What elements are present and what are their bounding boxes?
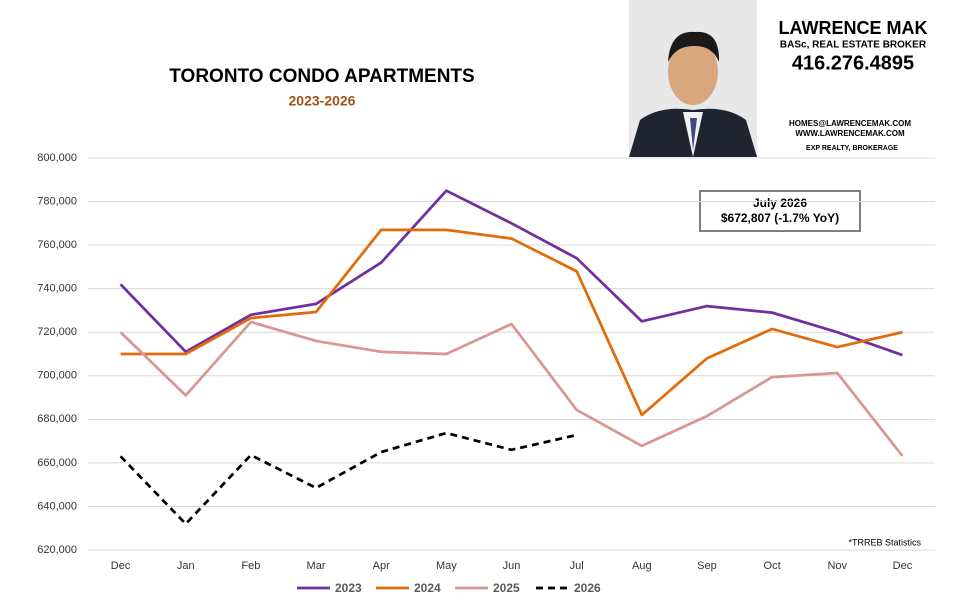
y-tick-label: 640,000	[37, 500, 77, 512]
agent-brokerage: EXP REALTY, BROKERAGE	[806, 145, 898, 152]
series-line	[119, 189, 903, 357]
header: LAWRENCE MAK BASc, REAL ESTATE BROKER 41…	[629, 0, 928, 157]
agent-credentials: BASc, REAL ESTATE BROKER	[780, 40, 927, 51]
agent-email: HOMES@LAWRENCEMAK.COM	[789, 119, 911, 128]
x-tick-label: Dec	[111, 560, 131, 572]
y-tick-label: 740,000	[37, 283, 77, 295]
agent-website: WWW.LAWRENCEMAK.COM	[795, 129, 905, 138]
y-tick-label: 800,000	[37, 152, 77, 164]
series-line	[119, 431, 577, 526]
y-tick-label: 720,000	[37, 326, 77, 338]
footnote: *TRREB Statistics	[848, 537, 921, 547]
x-tick-label: Mar	[307, 560, 326, 572]
chart-title: TORONTO CONDO APARTMENTS	[169, 66, 474, 87]
x-tick-label: Dec	[893, 560, 913, 572]
x-tick-label: Jan	[177, 560, 195, 572]
legend-label: 2024	[414, 581, 441, 595]
y-tick-label: 780,000	[37, 195, 77, 207]
photo-hair	[668, 31, 720, 62]
legend-label: 2023	[335, 581, 362, 595]
x-tick-label: Aug	[632, 560, 652, 572]
y-tick-label: 700,000	[37, 370, 77, 382]
agent-phone: 416.276.4895	[792, 52, 914, 74]
agent-name: LAWRENCE MAK	[779, 18, 928, 38]
x-tick-label: Nov	[827, 560, 847, 572]
series-line	[120, 228, 903, 417]
series-line	[119, 320, 904, 457]
legend-label: 2025	[493, 581, 520, 595]
x-tick-label: Sep	[697, 560, 717, 572]
chart-subtitle: 2023-2026	[289, 93, 356, 109]
y-tick-label: 660,000	[37, 457, 77, 469]
x-tick-label: Jul	[570, 560, 584, 572]
annotation-box	[699, 190, 861, 232]
photo-tie	[690, 118, 697, 150]
legend-label: 2026	[574, 581, 601, 595]
annotation-text: July 2026	[753, 196, 807, 210]
y-tick-label: 620,000	[37, 544, 77, 556]
x-tick-label: May	[436, 560, 457, 572]
annotation-text: $672,807 (-1.7% YoY)	[721, 211, 839, 225]
y-tick-label: 680,000	[37, 413, 77, 425]
x-tick-label: Apr	[373, 560, 390, 572]
x-tick-label: Oct	[764, 560, 781, 572]
y-tick-label: 760,000	[37, 239, 77, 251]
photo-face	[668, 39, 718, 105]
x-tick-label: Feb	[241, 560, 260, 572]
x-tick-label: Jun	[503, 560, 521, 572]
